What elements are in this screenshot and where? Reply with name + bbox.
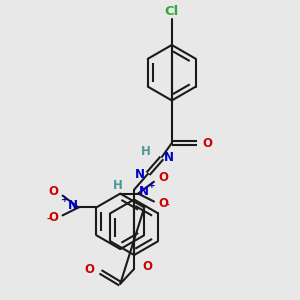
Text: O: O [142,260,152,273]
Text: N: N [68,199,77,212]
Text: -: - [166,201,169,210]
Text: N: N [164,152,174,164]
Text: -: - [47,215,51,224]
Text: +: + [61,195,68,204]
Text: O: O [158,171,168,184]
Text: Cl: Cl [165,5,179,18]
Text: H: H [113,179,123,192]
Text: O: O [49,185,58,198]
Text: +: + [148,181,156,190]
Text: O: O [158,197,168,210]
Text: O: O [49,211,58,224]
Text: N: N [135,168,145,181]
Text: O: O [202,136,212,150]
Text: O: O [85,263,94,276]
Text: N: N [139,185,149,198]
Text: H: H [141,146,151,158]
